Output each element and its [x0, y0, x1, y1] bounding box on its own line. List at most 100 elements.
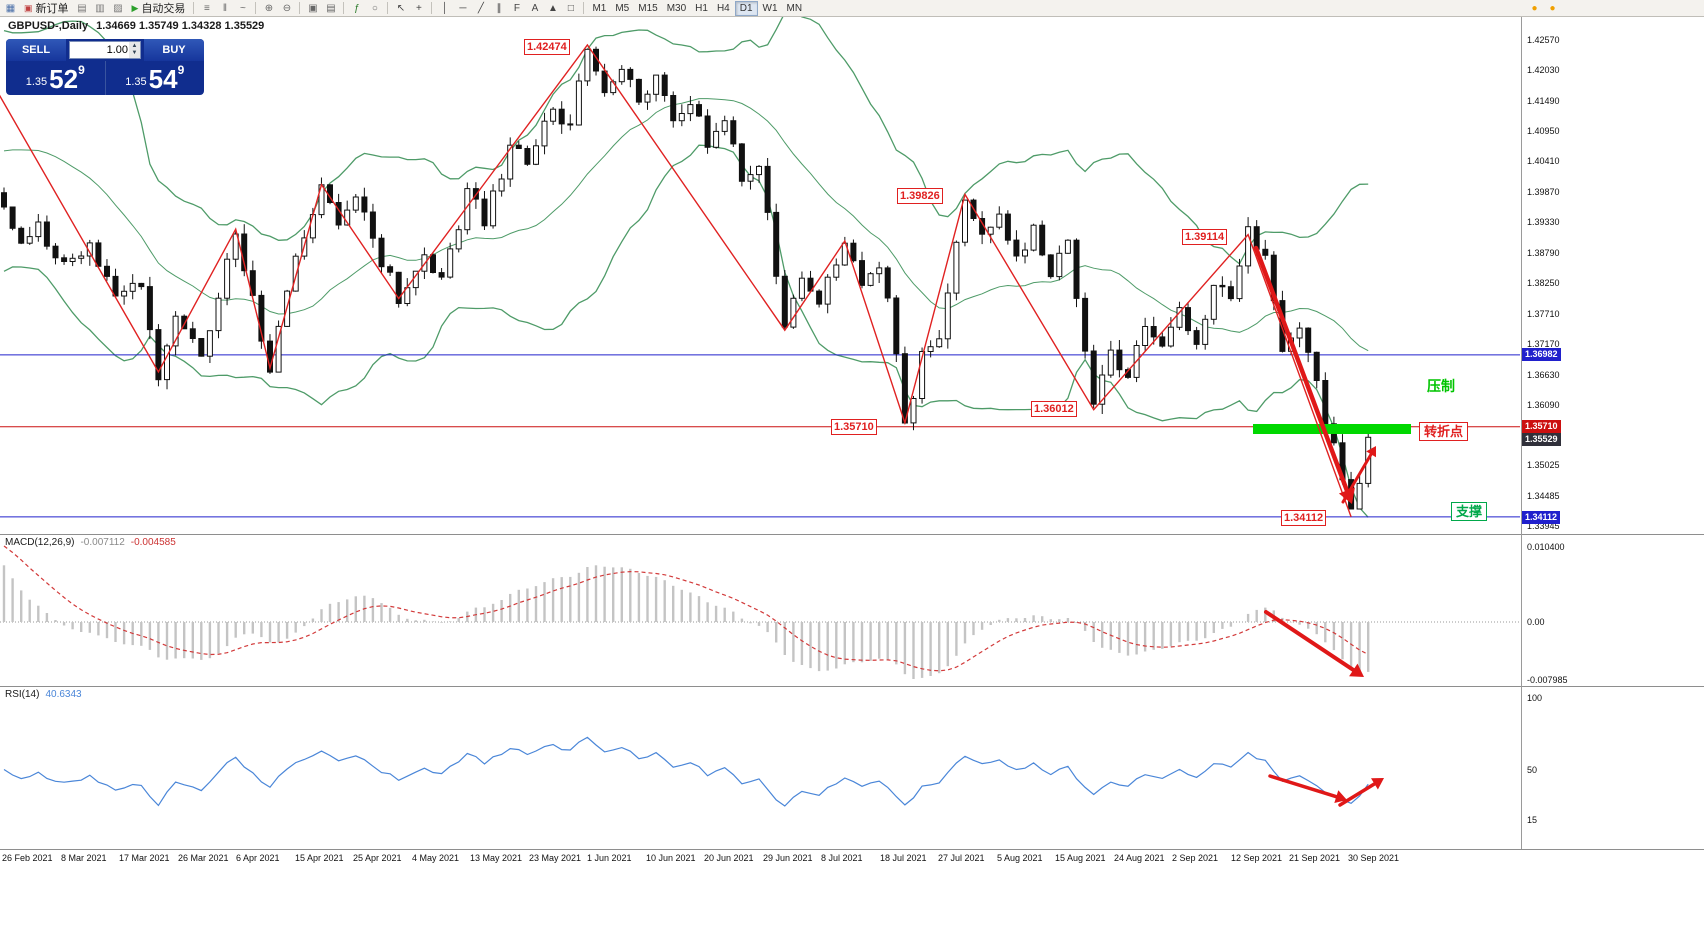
- autotrade-button-icon: ▶: [131, 2, 139, 13]
- price-axis-tag: 1.35529: [1522, 433, 1561, 446]
- autotrade-button-label: 自动交易: [141, 3, 186, 15]
- rsi-indicator-label: RSI(14) 40.6343: [5, 689, 82, 700]
- price-axis-label: 1.40950: [1527, 126, 1560, 136]
- macd-axis-label: 0.00: [1527, 617, 1545, 627]
- spinner-down-icon[interactable]: ▼: [131, 50, 138, 56]
- sell-price[interactable]: 1.35 52 9: [6, 61, 105, 95]
- cursor-icon[interactable]: ↖: [396, 2, 406, 14]
- timeframe-button-m5[interactable]: M5: [615, 2, 630, 14]
- date-label: 27 Jul 2021: [938, 853, 985, 863]
- toolbar-separator: [193, 2, 195, 14]
- vertical-line-icon[interactable]: │: [441, 2, 449, 14]
- lot-value: 1.00: [106, 44, 128, 56]
- timeframe-button-d1[interactable]: D1: [734, 0, 758, 16]
- timeframe-button-m15[interactable]: M15: [638, 2, 658, 14]
- macd-signal-value: -0.004585: [130, 537, 176, 548]
- toolbar-separator: [343, 2, 345, 14]
- timeframe-button-mn[interactable]: MN: [786, 2, 803, 14]
- macd-main-value: -0.007112: [80, 537, 125, 548]
- annotation-turning-point: 转折点: [1419, 422, 1469, 441]
- symbol-period-label: GBPUSD-,Daily: [8, 20, 89, 32]
- macd-axis-label: -0.007985: [1527, 675, 1568, 685]
- spinner-up-icon[interactable]: ▲: [131, 43, 138, 49]
- price-axis-label: 1.35025: [1527, 460, 1560, 470]
- chart-window-icon[interactable]: ▦: [5, 2, 16, 14]
- market-watch-icon[interactable]: ▥: [95, 2, 105, 14]
- status-smiley-icon-2[interactable]: ●: [1549, 2, 1556, 14]
- price-scale-separator[interactable]: [1521, 17, 1522, 849]
- price-axis-label: 1.36090: [1527, 400, 1560, 410]
- price-axis-label: 1.38790: [1527, 248, 1560, 258]
- date-label: 1 Jun 2021: [587, 853, 632, 863]
- price-axis-label: 1.36630: [1527, 370, 1560, 380]
- crosshair-icon[interactable]: +: [416, 2, 422, 14]
- lot-spinner[interactable]: ▲ ▼: [129, 42, 140, 58]
- buy-button[interactable]: BUY: [144, 39, 204, 61]
- panel-separator-main-macd[interactable]: [0, 534, 1704, 535]
- toolbar-separator: [431, 2, 433, 14]
- sell-price-big: 52: [49, 64, 79, 94]
- status-smiley-icon-1[interactable]: ●: [1531, 2, 1538, 14]
- date-label: 26 Feb 2021: [2, 853, 53, 863]
- panel-separator-rsi-dates: [0, 849, 1704, 850]
- timeframe-button-m30[interactable]: M30: [666, 2, 687, 14]
- text-label-icon[interactable]: A: [531, 2, 539, 14]
- trendline-icon[interactable]: ╱: [477, 2, 484, 14]
- date-label: 20 Jun 2021: [704, 853, 754, 863]
- price-label-flag: 1.36012: [1031, 401, 1077, 417]
- rsi-panel-canvas[interactable]: [0, 687, 1704, 849]
- autotrade-button[interactable]: ▶ 自动交易: [128, 1, 190, 16]
- date-label: 23 May 2021: [529, 853, 582, 863]
- timeframe-button-h1[interactable]: H1: [695, 2, 708, 14]
- periods-icon[interactable]: ○: [371, 2, 378, 14]
- price-axis-label: 1.42570: [1527, 35, 1560, 45]
- date-label: 26 Mar 2021: [178, 853, 229, 863]
- tile-windows-icon[interactable]: ▣: [308, 2, 318, 14]
- arrows-tool-icon[interactable]: ▲: [547, 2, 558, 14]
- zoom-in-icon[interactable]: ⊕: [264, 2, 274, 14]
- panel-separator-macd-rsi[interactable]: [0, 686, 1704, 687]
- date-label: 4 May 2021: [412, 853, 460, 863]
- price-chart-canvas[interactable]: [0, 17, 1704, 534]
- macd-axis-label: 0.010400: [1527, 542, 1565, 552]
- price-axis-label: 1.39870: [1527, 187, 1560, 197]
- price-axis-label: 1.34485: [1527, 491, 1560, 501]
- cascade-windows-icon[interactable]: ▤: [326, 2, 336, 14]
- chart-grid-icon[interactable]: ▤: [77, 2, 87, 14]
- price-axis-tag: 1.36982: [1522, 348, 1561, 361]
- price-axis-label: 1.41490: [1527, 96, 1560, 106]
- timeframe-button-h4[interactable]: H4: [716, 2, 730, 14]
- buy-price[interactable]: 1.35 54 9: [106, 61, 205, 95]
- sell-price-small: 1.35: [25, 76, 48, 88]
- date-label: 24 Aug 2021: [1114, 853, 1165, 863]
- sell-button[interactable]: SELL: [6, 39, 66, 61]
- data-window-icon[interactable]: ▨: [113, 2, 123, 14]
- channel-icon[interactable]: ∥: [496, 2, 502, 14]
- zoom-out-icon[interactable]: ⊖: [282, 2, 292, 14]
- date-label: 13 May 2021: [470, 853, 523, 863]
- timeframe-button-m1[interactable]: M1: [592, 2, 607, 14]
- price-axis-label: 1.33945: [1527, 521, 1560, 531]
- price-label-flag: 1.39114: [1182, 229, 1228, 245]
- timeframe-button-w1[interactable]: W1: [762, 2, 778, 14]
- horizontal-line-icon[interactable]: ─: [459, 2, 467, 14]
- line-chart-icon[interactable]: ~: [240, 2, 246, 14]
- fibonacci-icon[interactable]: F: [513, 2, 520, 14]
- indicators-icon[interactable]: ƒ: [354, 2, 360, 14]
- bar-chart-icon[interactable]: ≡: [204, 2, 210, 14]
- annotation-support: 支撑: [1451, 502, 1488, 521]
- price-axis-label: 1.40410: [1527, 156, 1560, 166]
- shapes-icon[interactable]: □: [567, 2, 574, 14]
- toolbar-separator: [583, 2, 585, 14]
- date-label: 10 Jun 2021: [646, 853, 696, 863]
- macd-panel-canvas[interactable]: [0, 535, 1704, 686]
- candlestick-chart-icon[interactable]: ‖: [222, 2, 227, 14]
- date-label: 17 Mar 2021: [119, 853, 170, 863]
- lot-size-input[interactable]: 1.00 ▲ ▼: [69, 41, 141, 59]
- price-axis-label: 1.37170: [1527, 339, 1560, 349]
- rsi-name: RSI(14): [5, 689, 40, 700]
- new-order-button-label: 新订单: [35, 3, 69, 15]
- chart-title: GBPUSD-,Daily 1.34669 1.35749 1.34328 1.…: [8, 20, 264, 32]
- new-order-button[interactable]: ▣ 新订单: [20, 1, 73, 16]
